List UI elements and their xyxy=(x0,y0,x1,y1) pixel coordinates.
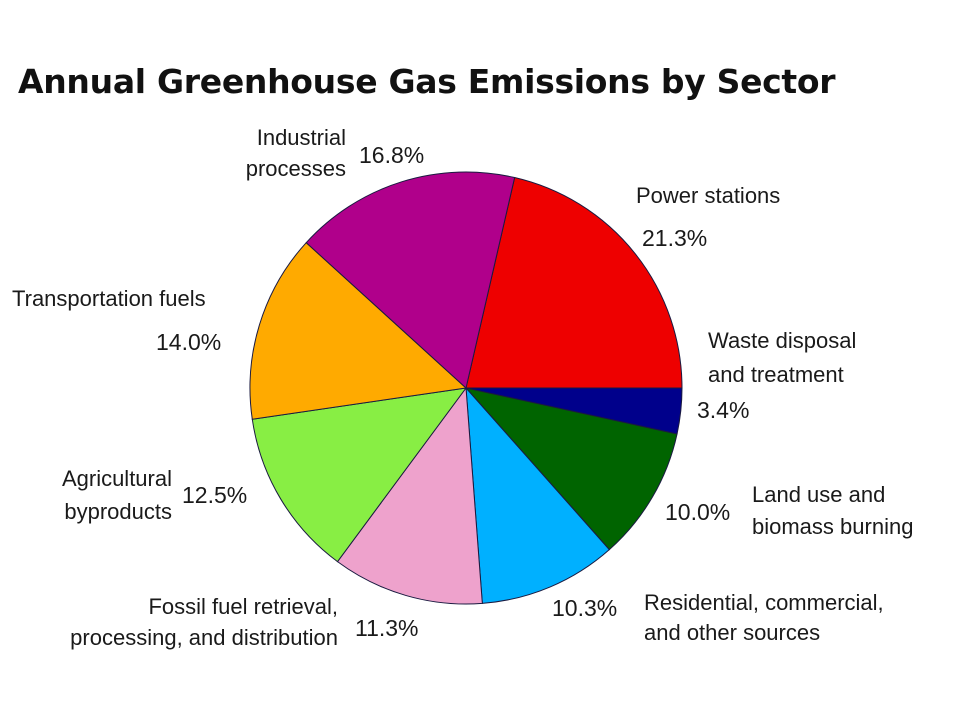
slice-label-4-line-0: Fossil fuel retrieval, xyxy=(148,594,338,619)
slice-label-3-line-1: and other sources xyxy=(644,620,820,645)
pie-slice-3 xyxy=(465,386,611,604)
slice-label-6-line-0: Transportation fuels xyxy=(12,286,206,311)
slice-value-0: 21.3% xyxy=(642,225,707,251)
slice-label-5-line-1: byproducts xyxy=(64,499,172,524)
slice-label-7-line-0: Industrial xyxy=(257,125,346,150)
slice-label-1-line-0: Waste disposal xyxy=(708,328,856,353)
pie-slices xyxy=(249,171,683,605)
slice-label-4-line-1: processing, and distribution xyxy=(70,625,338,650)
slice-label-1-line-1: and treatment xyxy=(708,362,844,387)
slice-value-3: 10.3% xyxy=(552,595,617,621)
pie-slice-5 xyxy=(251,387,468,563)
pie-slice-4 xyxy=(336,386,483,605)
slice-label-2-line-0: Land use and xyxy=(752,482,885,507)
slice-label-2-line-1: biomass burning xyxy=(752,514,913,539)
slice-value-4: 11.3% xyxy=(355,615,419,641)
slice-value-5: 12.5% xyxy=(182,482,247,508)
pie-slice-6 xyxy=(249,241,468,420)
slice-value-1: 3.4% xyxy=(697,397,749,423)
slice-value-7: 16.8% xyxy=(359,142,424,168)
slice-value-2: 10.0% xyxy=(665,499,730,525)
slice-label-3-line-0: Residential, commercial, xyxy=(644,590,884,615)
slice-value-6: 14.0% xyxy=(156,329,221,355)
slice-label-0-line-0: Power stations xyxy=(636,183,780,208)
slice-label-7-line-1: processes xyxy=(246,156,346,181)
pie-slice-2 xyxy=(464,387,678,551)
pie-slice-0 xyxy=(465,176,683,389)
pie-slice-7 xyxy=(305,171,516,389)
chart-title: Annual Greenhouse Gas Emissions by Secto… xyxy=(18,62,836,101)
slice-labels: Power stations 21.3% Waste disposal and tre… xyxy=(12,125,913,650)
slice-label-5-line-0: Agricultural xyxy=(62,466,172,491)
